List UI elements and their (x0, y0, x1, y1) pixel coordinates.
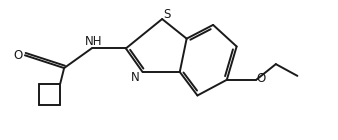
Text: S: S (163, 8, 171, 21)
Text: N: N (131, 71, 140, 84)
Text: NH: NH (85, 35, 102, 48)
Text: O: O (14, 49, 23, 62)
Text: O: O (257, 72, 266, 85)
